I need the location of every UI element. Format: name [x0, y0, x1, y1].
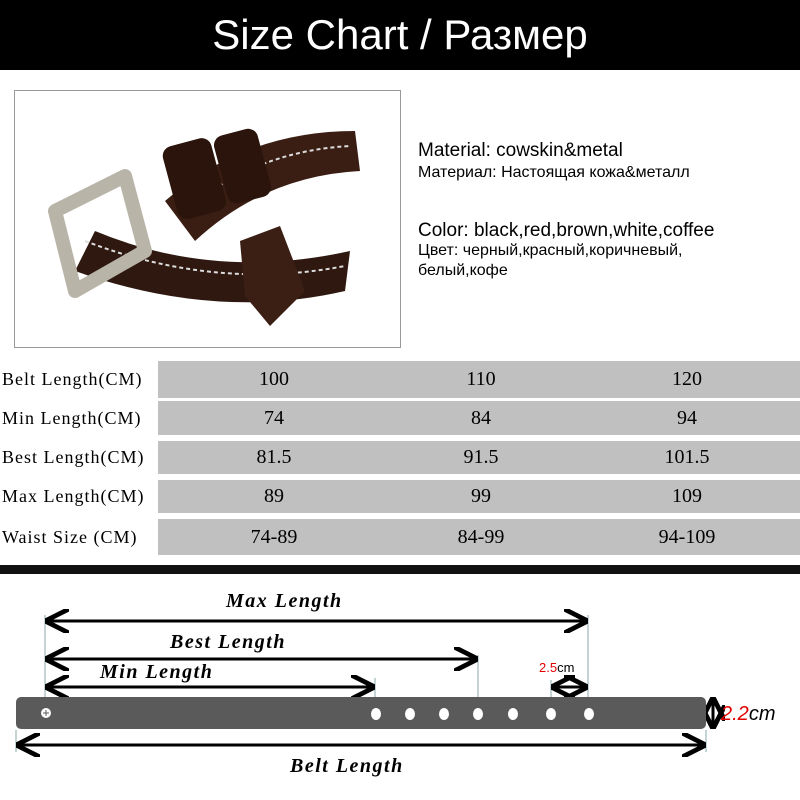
material-ru: Материал: Настоящая кожа&металл	[418, 164, 690, 181]
table-row	[158, 480, 800, 513]
table-cell: 74-89	[250, 526, 298, 548]
best-length-label: Best Length	[170, 631, 286, 653]
min-length-label: Min Length	[100, 661, 214, 683]
table-row	[158, 519, 800, 555]
row-label: Min Length(CM)	[2, 408, 142, 428]
color-ru-line2: белый,кофе	[418, 262, 508, 279]
color-en: Color: black,red,brown,white,coffee	[418, 220, 715, 241]
divider	[0, 565, 800, 574]
hole-spacing-label: 2.5cm	[539, 660, 574, 675]
material-en: Material: cowskin&metal	[418, 140, 623, 161]
table-cell: 84	[471, 407, 491, 429]
table-row	[158, 441, 800, 474]
table-cell: 110	[466, 368, 496, 390]
row-label: Belt Length(CM)	[2, 369, 143, 389]
belt-holes	[371, 708, 594, 720]
table-cell: 84-99	[457, 526, 505, 548]
color-ru-line1: Цвет: черный,красный,коричневый,	[418, 242, 683, 259]
table-cell: 89	[264, 485, 284, 507]
table-cell: 91.5	[463, 446, 499, 468]
page-title: Size Chart / Размер	[0, 0, 800, 70]
table-cell: 120	[672, 368, 702, 390]
max-length-label: Max Length	[226, 590, 343, 612]
table-cell: 101.5	[664, 446, 710, 468]
hole-spacing-value: 2.5	[539, 660, 558, 675]
table-row	[158, 361, 800, 398]
table-cell: 94	[677, 407, 697, 429]
belt-strap	[16, 697, 706, 729]
table-cell: 94-109	[658, 526, 716, 548]
row-label: Waist Size (CM)	[2, 527, 138, 547]
table-cell: 74	[264, 407, 284, 429]
belt-length-label: Belt Length	[290, 755, 404, 777]
row-label: Best Length(CM)	[2, 447, 145, 467]
belt-photo	[14, 90, 401, 348]
belt-diagram: Max Length Best Length Min Length Belt L…	[0, 580, 800, 800]
table-row	[158, 401, 800, 435]
table-cell: 109	[672, 485, 702, 507]
width-label: 2.2cm	[721, 703, 775, 726]
table-cell: 100	[259, 368, 289, 390]
table-cell: 81.5	[256, 446, 292, 468]
row-label: Max Length(CM)	[2, 486, 145, 506]
hole-spacing-unit: cm	[557, 660, 575, 675]
table-cell: 99	[471, 485, 491, 507]
width-unit: cm	[748, 703, 776, 725]
width-value: 2.2	[721, 703, 749, 725]
